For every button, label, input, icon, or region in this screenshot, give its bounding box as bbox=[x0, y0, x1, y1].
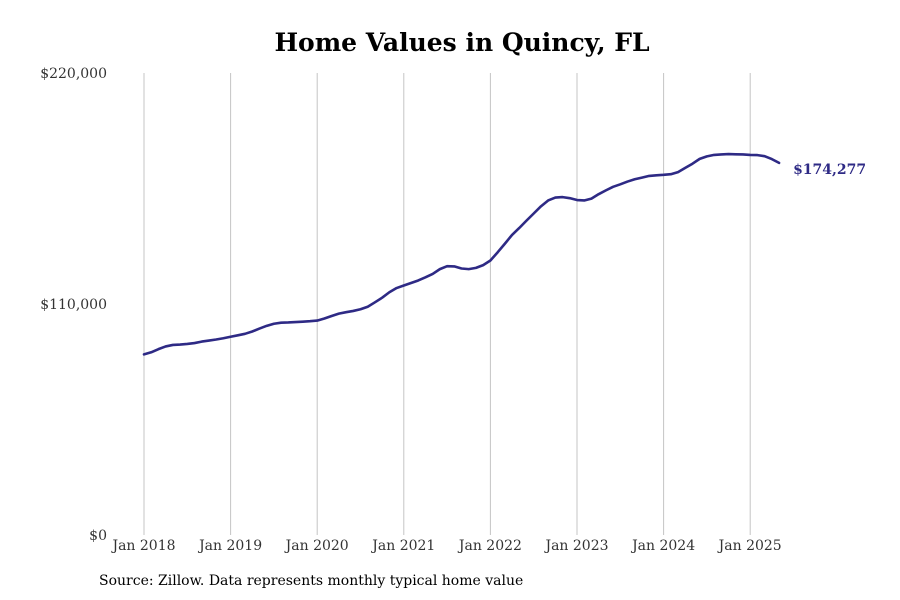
x-tick-label: Jan 2024 bbox=[630, 538, 695, 554]
x-tick-label: Jan 2021 bbox=[370, 538, 435, 554]
x-axis-ticks: Jan 2018 Jan 2019 Jan 2020 Jan 2021 Jan 2022… bbox=[110, 538, 781, 554]
x-tick-label: Jan 2025 bbox=[717, 538, 782, 554]
y-axis-ticks: $0 $110,000 $220,000 bbox=[40, 66, 107, 544]
home-value-line bbox=[142, 152, 781, 356]
chart-title: Home Values in Quincy, FL bbox=[274, 28, 650, 57]
x-tick-label: Jan 2019 bbox=[197, 538, 262, 554]
x-tick-label: Jan 2023 bbox=[543, 538, 608, 554]
end-value-label: $174,277 bbox=[793, 162, 866, 178]
gridlines bbox=[143, 73, 751, 535]
x-tick-label: Jan 2018 bbox=[110, 538, 175, 554]
x-tick-label: Jan 2020 bbox=[284, 538, 349, 554]
y-tick-label: $0 bbox=[89, 528, 107, 544]
source-note: Source: Zillow. Data represents monthly … bbox=[99, 573, 524, 589]
x-tick-label: Jan 2022 bbox=[457, 538, 522, 554]
y-tick-label: $220,000 bbox=[40, 66, 107, 82]
y-tick-label: $110,000 bbox=[40, 297, 107, 313]
